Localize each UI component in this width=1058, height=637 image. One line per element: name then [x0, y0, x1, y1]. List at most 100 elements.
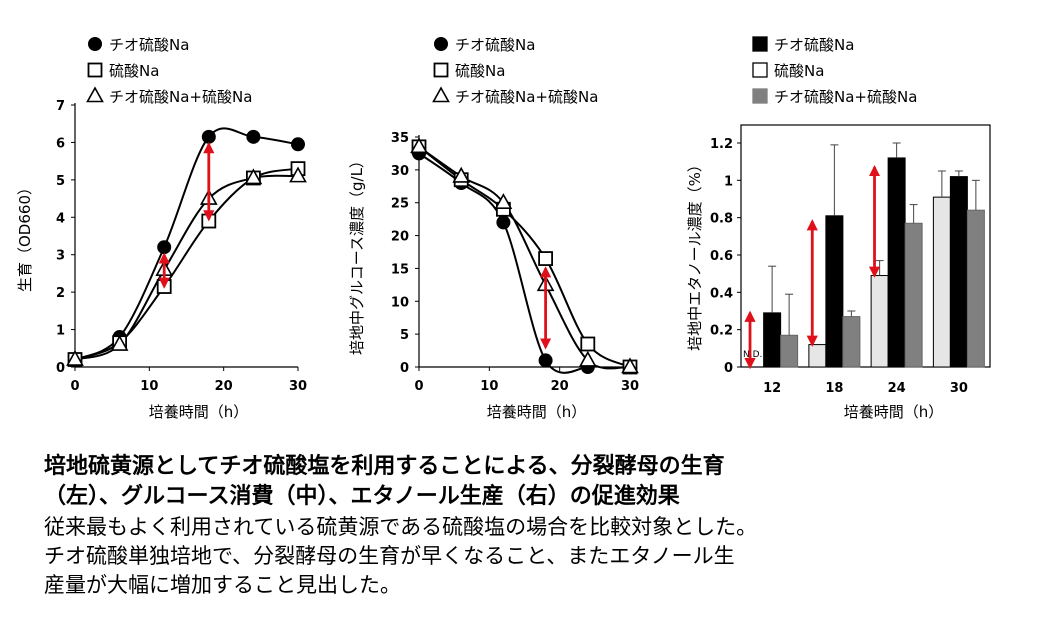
- ethanol-chart: 0 0.2 0.4 0.6 0.8 1 1.2 12 18 24 30 N.D. 培養時間（h） 培地中エ…: [686, 36, 991, 421]
- legend-label: 硫酸Na: [109, 62, 159, 80]
- bar: [808, 344, 827, 368]
- bar: [780, 334, 799, 368]
- x-tick-label: 10: [480, 379, 498, 394]
- x-tick-label: 18: [825, 381, 843, 396]
- caption-title: 培地硫黄源としてチオ硫酸塩を利用することによる、分裂酵母の生育 （左）、グルコー…: [44, 452, 1034, 512]
- y-tick-label: 3: [56, 249, 65, 264]
- caption-body-line-1: 従来最もよく利用されている硫黄源である硫酸塩の場合を比較対象とした。: [44, 515, 758, 539]
- data-point: [157, 240, 172, 255]
- data-point: [538, 251, 553, 266]
- series-line: [418, 152, 588, 374]
- y-tick-label: 4: [56, 211, 65, 226]
- legend-label: チオ硫酸Na: [774, 36, 854, 54]
- series-line: [74, 167, 299, 361]
- data-point: [201, 129, 216, 144]
- series-line: [74, 174, 299, 361]
- data-point: [452, 166, 471, 183]
- glucose-chart: 0 5 10 15 20 25 30 35 0 10 20 30 培養時間（h） 培地中グルコース濃度（g…: [348, 36, 639, 421]
- y-tick-label: 10: [391, 295, 409, 310]
- legend-swatch: [752, 36, 768, 52]
- y-axis-label: 生育（OD660）: [16, 180, 34, 292]
- y-tick-label: 25: [391, 197, 409, 212]
- y-tick-label: 20: [391, 230, 409, 245]
- bar: [887, 157, 906, 368]
- y-tick-label: 5: [400, 328, 409, 343]
- y-tick-label: 0.4: [710, 286, 733, 301]
- bar: [870, 275, 889, 368]
- data-point: [110, 334, 129, 351]
- legend-label: チオ硫酸Na+硫酸Na: [455, 88, 598, 106]
- legend-label: 硫酸Na: [774, 62, 824, 80]
- legend-marker: [86, 86, 104, 103]
- legend-swatch: [752, 62, 768, 78]
- series-line: [74, 127, 299, 361]
- plot-frame: [740, 124, 991, 368]
- y-tick-label: 2: [56, 286, 65, 301]
- y-tick-label: 1: [724, 174, 733, 189]
- bar: [949, 176, 968, 368]
- x-tick-label: 0: [414, 379, 423, 394]
- bar: [904, 222, 923, 368]
- data-point: [289, 166, 307, 183]
- not-detected-label: N.D.: [743, 350, 762, 360]
- bar: [825, 215, 844, 368]
- data-point: [291, 137, 305, 152]
- legend-label: チオ硫酸Na: [455, 36, 535, 54]
- legend-marker: [432, 86, 450, 103]
- data-point: [538, 353, 553, 368]
- bar: [842, 316, 861, 368]
- data-point: [496, 215, 511, 230]
- legend-label: 硫酸Na: [455, 62, 505, 80]
- data-point: [244, 168, 263, 185]
- y-tick-label: 35: [391, 131, 409, 146]
- x-tick-label: 20: [551, 379, 569, 394]
- legend-marker: [87, 62, 103, 78]
- series-line: [418, 146, 631, 370]
- y-tick-label: 15: [391, 262, 409, 277]
- y-tick-label: 1.2: [710, 137, 733, 152]
- data-point: [410, 137, 428, 154]
- y-tick-label: 0: [56, 361, 65, 376]
- bar: [966, 209, 985, 368]
- legend-swatch: [752, 88, 768, 104]
- x-tick-label: 0: [70, 379, 79, 394]
- y-axis-label: 培地中グルコース濃度（g/L）: [348, 153, 366, 355]
- y-tick-label: 7: [56, 99, 65, 114]
- data-point: [494, 193, 513, 210]
- legend-label: チオ硫酸Na: [109, 36, 189, 54]
- x-axis-label: 培養時間（h）: [149, 403, 249, 421]
- y-tick-label: 6: [56, 136, 65, 151]
- caption-body-line-3: 産量が大幅に増加すること見出した。: [44, 573, 401, 597]
- y-tick-label: 0.2: [710, 324, 733, 339]
- bar: [932, 196, 951, 368]
- data-point: [66, 349, 84, 366]
- caption-body-line-2: チオ硫酸単独培地で、分裂酵母の生育が早くなること、またエタノール生: [44, 544, 735, 568]
- legend-label: チオ硫酸Na+硫酸Na: [774, 88, 917, 106]
- data-point: [246, 129, 261, 144]
- x-tick-label: 12: [763, 381, 781, 396]
- legend-marker: [433, 62, 449, 78]
- x-tick-label: 24: [888, 381, 906, 396]
- x-tick-label: 30: [289, 379, 307, 394]
- bar: [763, 312, 782, 368]
- legend-label: チオ硫酸Na+硫酸Na: [109, 88, 252, 106]
- y-tick-label: 0: [724, 361, 733, 376]
- caption-title-line-1: 培地硫黄源としてチオ硫酸塩を利用することによる、分裂酵母の生育: [44, 454, 725, 479]
- caption-body: 従来最もよく利用されている硫黄源である硫酸塩の場合を比較対象とした。 チオ硫酸単…: [44, 513, 1034, 600]
- data-point: [578, 350, 597, 367]
- x-axis-label: 培養時間（h）: [844, 403, 944, 421]
- caption-title-line-2: （左）、グルコース消費（中）、エタノール生産（右）の促進効果: [44, 484, 680, 509]
- y-tick-label: 5: [56, 174, 65, 189]
- y-tick-label: 0.8: [710, 212, 733, 227]
- x-axis-label: 培養時間（h）: [487, 403, 587, 421]
- y-tick-label: 30: [391, 164, 409, 179]
- x-tick-label: 30: [950, 381, 968, 396]
- data-point: [621, 357, 639, 374]
- x-tick-label: 20: [215, 379, 233, 394]
- series-line: [418, 146, 631, 368]
- y-axis-label: 培地中エタノール濃度（%）: [686, 157, 704, 351]
- growth-chart: 0 1 2 3 4 5 6 7 0 10 20 30 培養時間（h） 生育（OD660） チオ硫酸Na 硫酸N…: [16, 36, 307, 421]
- legend-marker: [434, 37, 448, 51]
- y-tick-label: 1: [56, 324, 65, 339]
